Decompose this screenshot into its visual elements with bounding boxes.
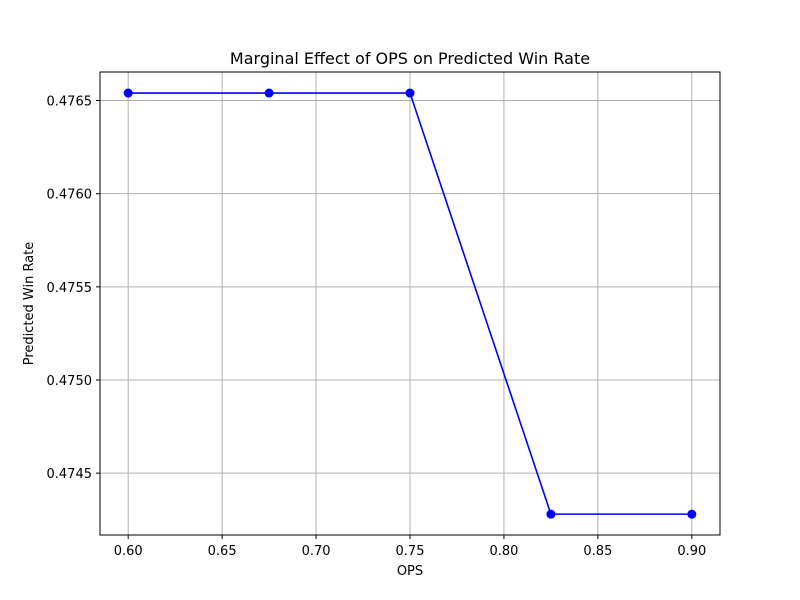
x-tick-label: 0.60 <box>114 544 143 559</box>
y-tick-label: 0.4745 <box>47 467 93 482</box>
y-axis-ticks: 0.4745 0.4750 0.4755 0.4760 0.4765 <box>47 95 100 482</box>
x-axis-ticks: 0.60 0.65 0.70 0.75 0.80 0.85 0.90 <box>114 535 706 559</box>
x-axis-label: OPS <box>397 564 423 579</box>
data-point <box>264 88 274 98</box>
x-tick-label: 0.65 <box>208 544 237 559</box>
data-point <box>405 88 415 98</box>
y-axis-label: Predicted Win Rate <box>22 242 37 366</box>
data-point <box>687 509 697 519</box>
x-tick-label: 0.70 <box>302 544 331 559</box>
x-tick-label: 0.85 <box>583 544 612 559</box>
data-point <box>123 88 133 98</box>
data-series <box>123 88 697 519</box>
chart-title: Marginal Effect of OPS on Predicted Win … <box>230 49 590 68</box>
y-tick-label: 0.4755 <box>47 281 93 296</box>
x-tick-label: 0.75 <box>396 544 425 559</box>
y-tick-label: 0.4760 <box>47 188 93 203</box>
x-tick-label: 0.80 <box>489 544 518 559</box>
y-tick-label: 0.4765 <box>47 95 93 110</box>
x-tick-label: 0.90 <box>677 544 706 559</box>
y-tick-label: 0.4750 <box>47 374 93 389</box>
data-point <box>546 509 556 519</box>
grid-lines <box>100 72 720 535</box>
